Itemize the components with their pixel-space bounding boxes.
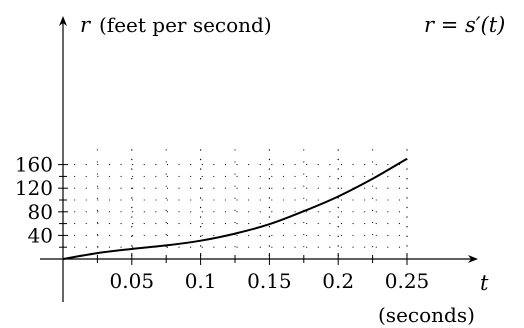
x-axis-units: (seconds) [378,303,475,327]
y-tick-label: 120 [15,176,53,200]
y-axis-arrow [59,16,67,26]
grid-lines [62,149,408,260]
y-tick-label: 160 [15,153,53,177]
y-axis-variable: r [80,13,92,37]
x-tick-label: 0.1 [185,269,217,293]
x-tick-label: 0.05 [110,269,155,293]
ticks [58,164,408,265]
axes [40,16,478,302]
velocity-curve [62,157,408,260]
curve-annotation: r = s′(t) [424,13,505,37]
y-tick-label: 40 [28,223,53,247]
x-tick-label: 0.25 [385,269,430,293]
x-tick-label: 0.2 [322,269,354,293]
x-tick-label: 0.15 [247,269,292,293]
x-axis-variable: t [480,271,489,295]
y-tick-label: 80 [28,200,53,224]
y-axis-units: (feet per second) [99,13,272,37]
x-axis-arrow [468,255,478,263]
